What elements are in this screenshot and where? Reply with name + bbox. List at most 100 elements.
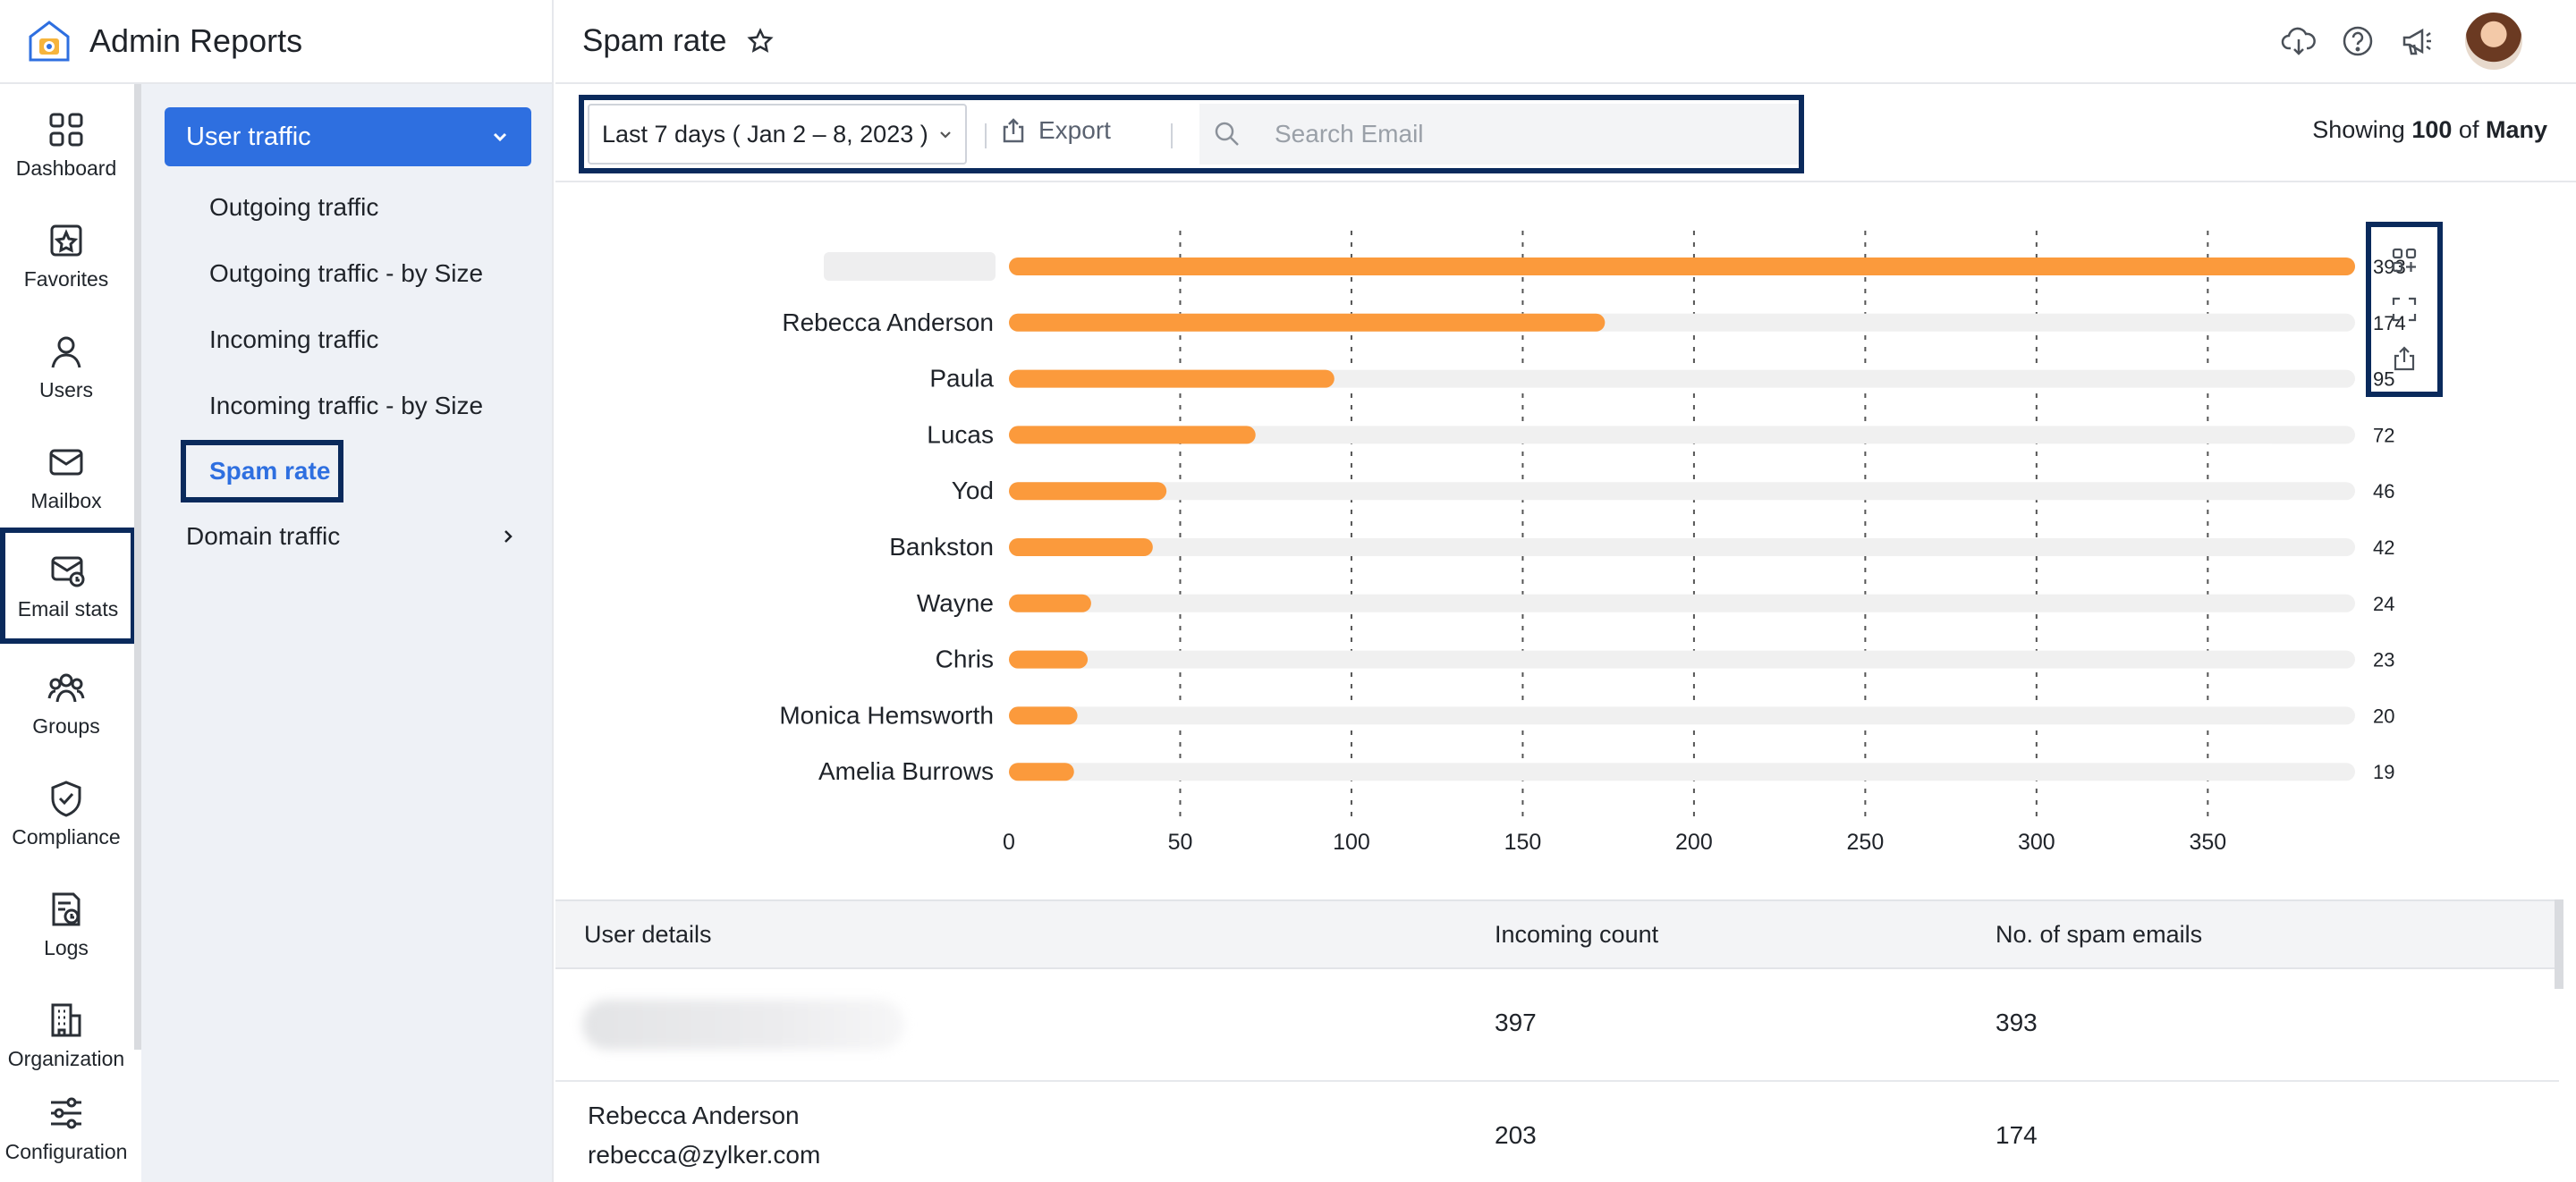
subnav-item-incoming-traffic-by-size[interactable]: Incoming traffic - by Size [209, 392, 484, 419]
bar[interactable] [1009, 706, 1078, 725]
column-header-spam-emails[interactable]: No. of spam emails [1996, 921, 2203, 948]
rail-item-email-stats[interactable]: Email stats [0, 528, 136, 644]
bar[interactable] [1009, 650, 1089, 669]
bar-track [1009, 763, 2355, 781]
bar-chart: 0 50 100 150 200 250 300 350 393 Rebecca Anderson… [779, 231, 2406, 855]
rail-item-dashboard[interactable]: Dashboard [0, 89, 132, 200]
user-icon [51, 336, 81, 367]
subnav-item-outgoing-traffic[interactable]: Outgoing traffic [209, 193, 379, 221]
data-label: 46 [2373, 480, 2394, 502]
bar[interactable] [1009, 594, 1091, 612]
rail-item-compliance[interactable]: Compliance [0, 758, 132, 869]
incoming-count-cell: 203 [1495, 1121, 1537, 1149]
avatar[interactable] [2465, 13, 2522, 70]
email-stats-icon [51, 556, 85, 587]
announcement-icon[interactable] [2399, 23, 2435, 59]
logs-icon [52, 892, 80, 925]
data-label: 19 [2373, 761, 2394, 783]
bar[interactable] [1009, 258, 2355, 275]
column-header-incoming-count[interactable]: Incoming count [1495, 921, 1659, 948]
groups-icon [47, 673, 85, 702]
rail-item-groups[interactable]: Groups [0, 647, 132, 758]
incoming-count-cell: 397 [1495, 1009, 1537, 1036]
bar[interactable] [1009, 538, 1153, 556]
add-widget-icon[interactable] [2390, 246, 2419, 274]
spam-count-cell: 393 [1996, 1009, 2038, 1036]
category-label: Chris [936, 646, 994, 673]
rail-item-favorites[interactable]: Favorites [0, 200, 132, 311]
header-actions [2258, 13, 2522, 70]
sliders-icon [51, 1097, 81, 1128]
data-label: 23 [2373, 649, 2394, 671]
x-tick-label: 100 [1333, 830, 1370, 855]
rail-label: Logs [44, 935, 89, 959]
rail-item-users[interactable]: Users [0, 311, 132, 422]
bar[interactable] [1009, 763, 1074, 781]
star-icon[interactable] [746, 27, 775, 55]
share-icon[interactable] [2390, 344, 2419, 373]
export-icon [1003, 118, 1024, 143]
category-label: Yod [952, 477, 994, 504]
bar[interactable] [1009, 482, 1167, 501]
x-tick-label: 300 [2018, 830, 2055, 855]
table-row[interactable]: Rebecca Anderson rebecca@zylker.com 203 … [555, 1082, 2559, 1180]
x-tick-label: 350 [2189, 830, 2226, 855]
subnav-section-user-traffic[interactable]: User traffic [165, 107, 531, 166]
data-label: 95 [2373, 368, 2394, 391]
main-header: Spam rate [555, 0, 2576, 84]
cloud-download-icon[interactable] [2281, 23, 2317, 59]
search-input[interactable] [1275, 120, 1740, 148]
rail-item-mailbox[interactable]: Mailbox [0, 422, 132, 533]
chevron-down-icon [939, 131, 951, 139]
rail-label: Dashboard [15, 156, 117, 180]
table-row[interactable]: 397 393 [555, 969, 2559, 1082]
toolbar-divider [1171, 123, 1173, 148]
category-label: Lucas [927, 420, 994, 448]
showing-prefix: Showing [2312, 116, 2405, 143]
rail-label: Configuration [4, 1139, 128, 1163]
spam-rate-chart: 0 50 100 150 200 250 300 350 393 Rebecca Anderson… [555, 184, 2559, 899]
search-icon [1215, 122, 1239, 146]
bar[interactable] [1009, 426, 1256, 444]
rail-scrollbar[interactable] [134, 84, 141, 1050]
subnav-item-incoming-traffic[interactable]: Incoming traffic [209, 325, 379, 353]
page-title: Spam rate [582, 23, 727, 58]
result-count: Showing 100 of Many [2312, 116, 2547, 144]
bar[interactable] [1009, 369, 1335, 388]
rail-label: Email stats [17, 596, 119, 621]
chevron-right-icon [504, 530, 513, 543]
rail-item-configuration[interactable]: Configuration [0, 1073, 132, 1182]
rail-label: Mailbox [30, 488, 102, 512]
redacted-category-label [824, 252, 996, 281]
export-button[interactable]: Export [999, 116, 1111, 145]
redacted-user-name [582, 1000, 904, 1050]
date-range-label: Last 7 days ( Jan 2 – 8, 2023 ) [602, 120, 928, 148]
table-scrollbar[interactable] [2555, 899, 2563, 989]
chevron-down-icon [493, 132, 507, 142]
fullscreen-icon[interactable] [2390, 295, 2419, 324]
column-header-user-details[interactable]: User details [584, 921, 712, 948]
bar-track [1009, 594, 2355, 612]
x-tick-label: 0 [1003, 830, 1015, 855]
toolbar-divider [985, 123, 987, 148]
category-label: Bankston [889, 533, 994, 561]
date-range-dropdown[interactable]: Last 7 days ( Jan 2 – 8, 2023 ) [588, 104, 967, 165]
x-tick-label: 150 [1504, 830, 1542, 855]
help-icon[interactable] [2340, 23, 2376, 59]
search-field[interactable] [1199, 104, 1799, 165]
table-row-cells: 397 393 [555, 969, 2559, 1080]
subnav-section-domain-traffic[interactable]: Domain traffic [186, 522, 517, 551]
chart-tools [2366, 222, 2443, 397]
bar[interactable] [1009, 313, 1606, 332]
subnav-item-spam-rate[interactable]: Spam rate [181, 440, 343, 502]
subnav-item-outgoing-traffic-by-size[interactable]: Outgoing traffic - by Size [209, 259, 484, 287]
user-email-cell: rebecca@zylker.com [588, 1141, 821, 1169]
rail-item-organization[interactable]: Organization [0, 980, 132, 1091]
rail-item-logs[interactable]: Logs [0, 869, 132, 980]
spam-table: User details Incoming count No. of spam … [555, 899, 2559, 1182]
rail-label: Organization [7, 1046, 125, 1070]
showing-of: of [2458, 116, 2479, 143]
showing-count: 100 [2411, 116, 2453, 143]
data-label: 20 [2373, 705, 2394, 727]
